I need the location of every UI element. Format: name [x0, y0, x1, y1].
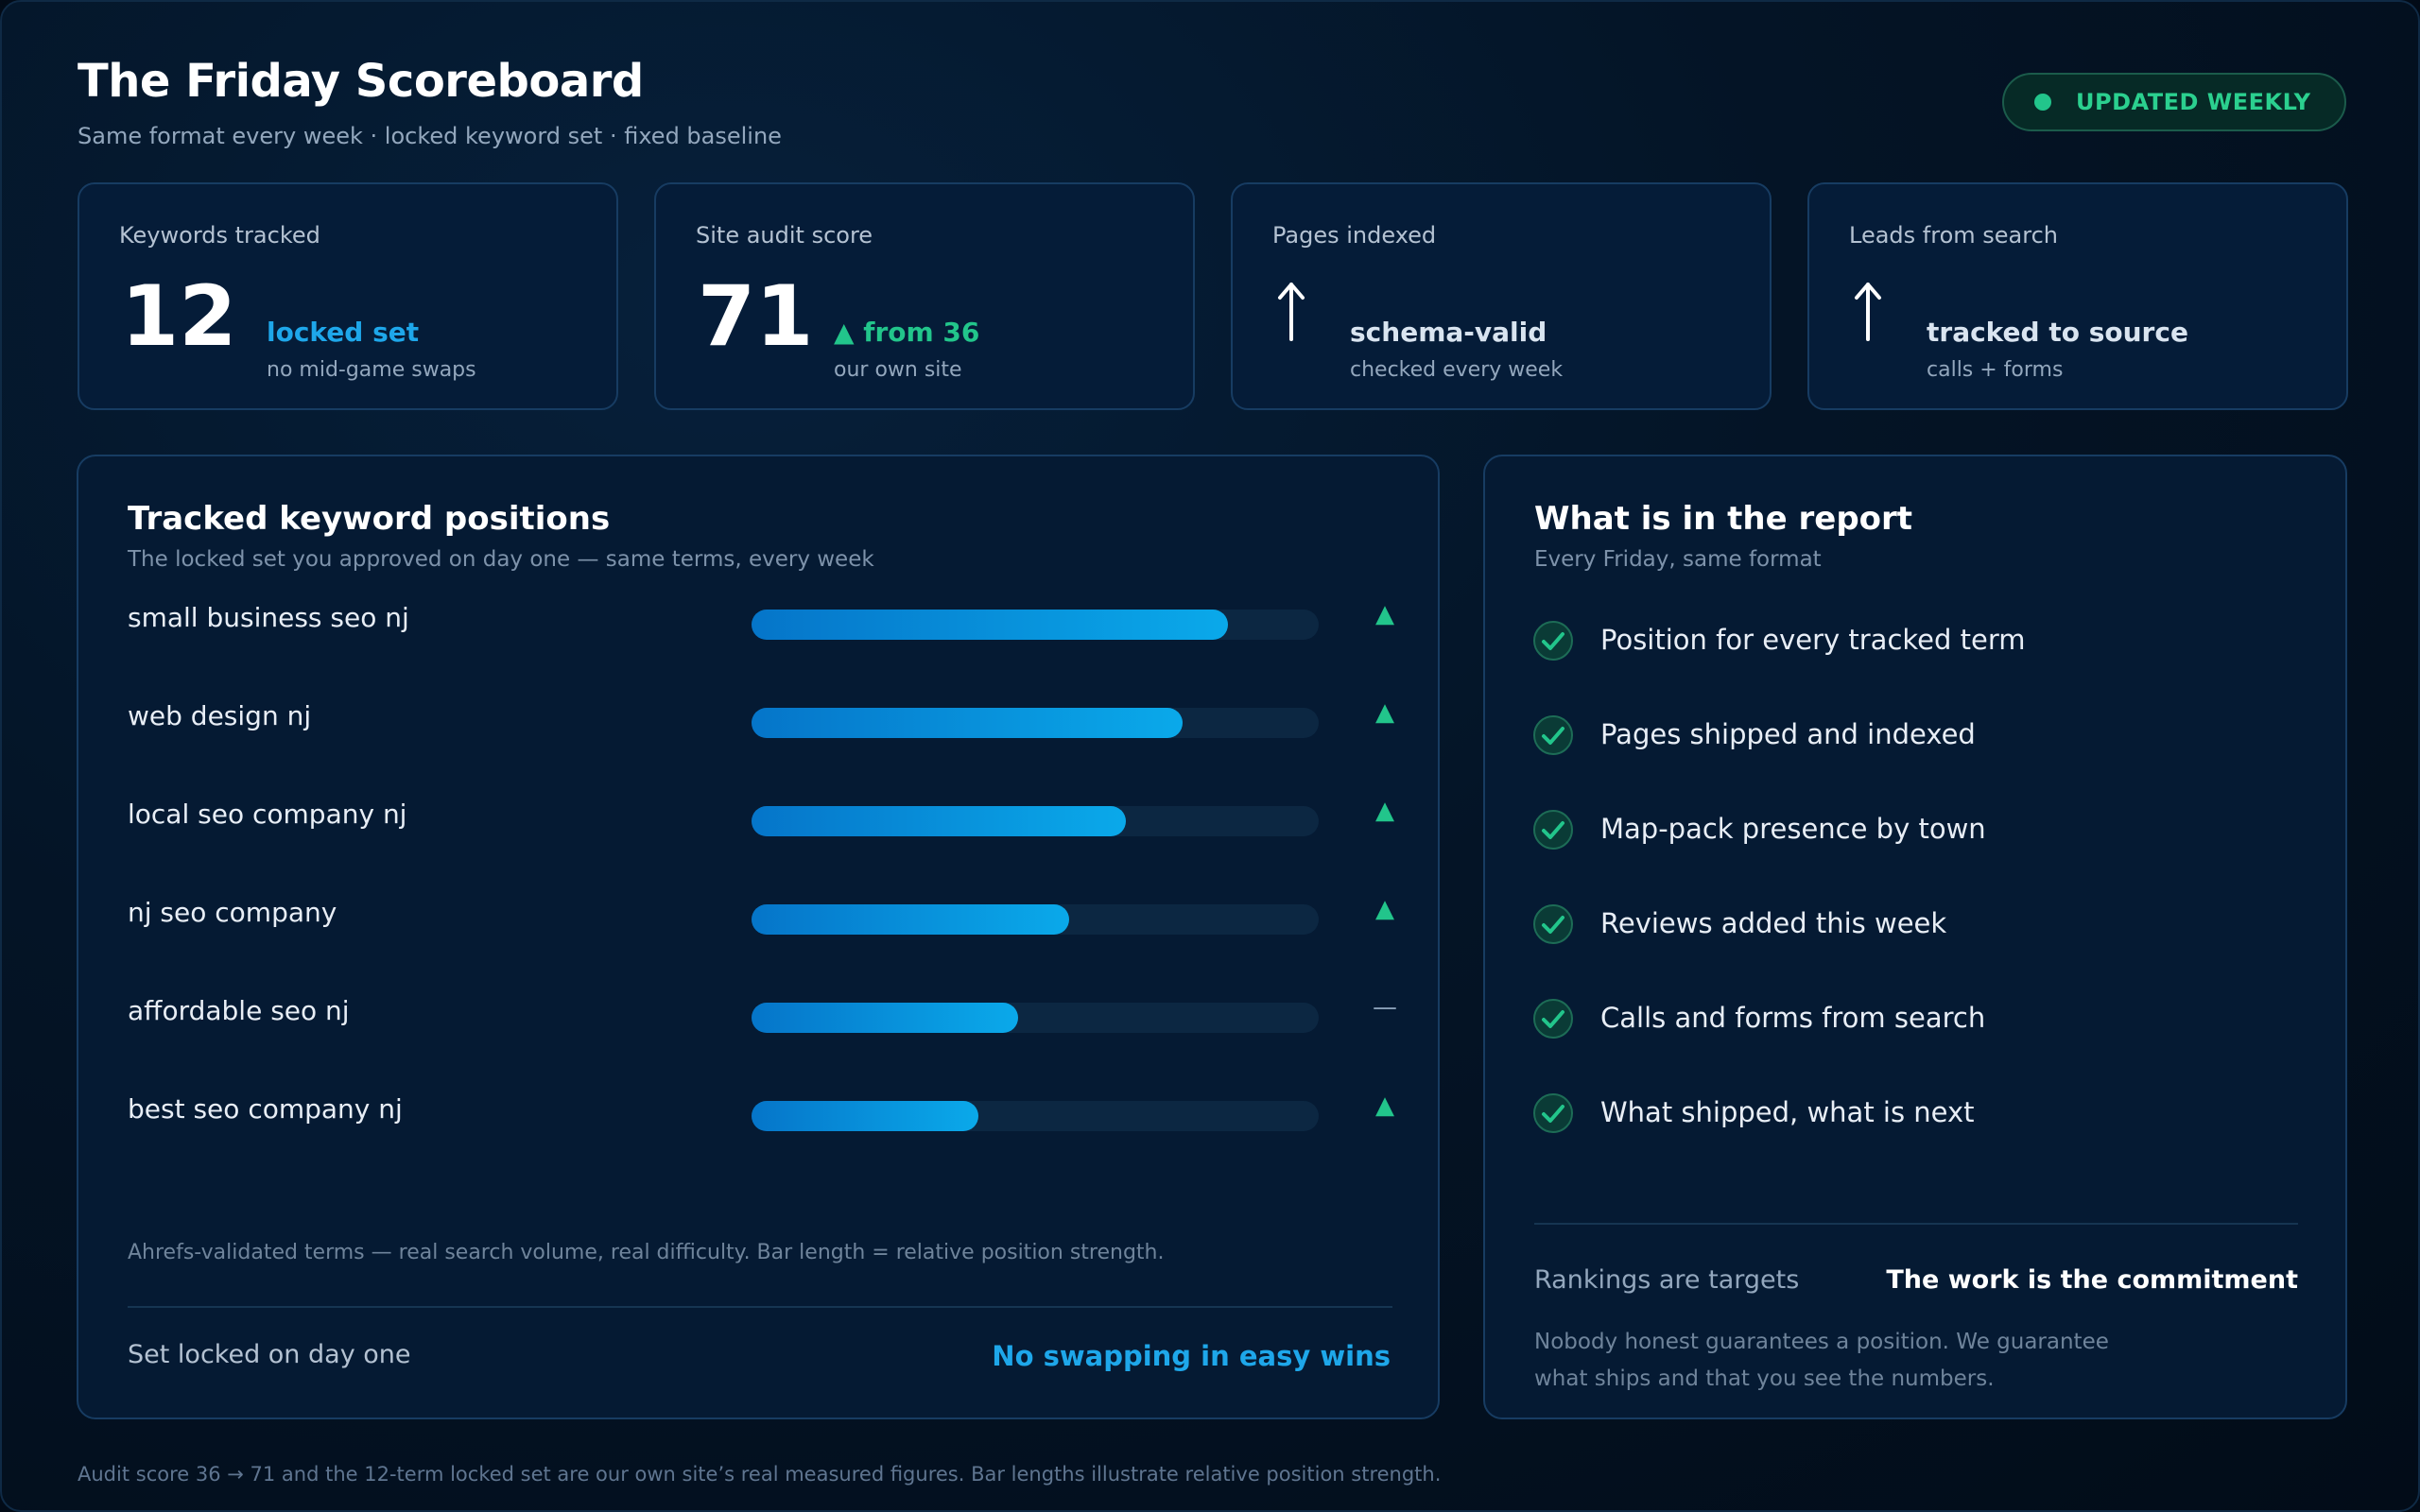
keyword-bar-track: [752, 904, 1319, 935]
keyword-bar-track: [752, 1003, 1319, 1033]
report-item: Position for every tracked term: [1532, 612, 2289, 669]
trend-up-icon: ▲: [1375, 600, 1394, 628]
keyword-row: nj seo company ▲: [128, 885, 1423, 942]
stat-detail: tracked to source: [1927, 317, 2188, 348]
stat-detail: schema-valid: [1350, 317, 1547, 348]
footer-right-text: No swapping in easy wins: [992, 1340, 1391, 1372]
rankings-label: Rankings are targets: [1534, 1265, 1800, 1295]
trend-up-icon: ▲: [1375, 797, 1394, 825]
report-item-label: Position for every tracked term: [1600, 624, 2026, 656]
check-circle-icon: [1533, 621, 1573, 661]
report-item-label: Calls and forms from search: [1600, 1002, 1986, 1034]
keyword-row: web design nj ▲: [128, 689, 1423, 746]
stat-label: Site audit score: [696, 222, 873, 249]
page-subtitle: Same format every week · locked keyword …: [78, 123, 782, 149]
panel-title: Tracked keyword positions: [128, 500, 611, 538]
report-item: What shipped, what is next: [1532, 1085, 2289, 1142]
trend-flat-icon: —: [1373, 993, 1397, 1022]
footer-left-text: Set locked on day one: [128, 1340, 411, 1369]
stat-detail: locked set: [267, 317, 420, 348]
guarantee-note: Nobody honest guarantees a position. We …: [1534, 1330, 2109, 1391]
keyword-bar-fill: [752, 708, 1183, 738]
stat-value: 12: [121, 267, 237, 365]
badge-label: UPDATED WEEKLY: [2076, 89, 2311, 115]
stat-note: no mid-game swaps: [267, 358, 476, 382]
trend-up-icon: ▲: [1375, 895, 1394, 923]
keyword-row: small business seo nj ▲: [128, 591, 1423, 647]
report-item: Reviews added this week: [1532, 896, 2289, 953]
trend-up-icon: ▲: [1375, 1091, 1394, 1120]
report-item: Calls and forms from search: [1532, 990, 2289, 1047]
divider: [1534, 1223, 2298, 1225]
keyword-bar-fill: [752, 904, 1069, 935]
bar-footnote: Ahrefs-validated terms — real search vol…: [128, 1241, 1165, 1264]
keyword-bar-fill: [752, 610, 1228, 640]
stat-value: 71: [698, 267, 814, 365]
keyword-bar-track: [752, 1101, 1319, 1131]
report-contents-panel: What is in the report Every Friday, same…: [1483, 455, 2347, 1419]
keyword-term: best seo company nj: [128, 1093, 403, 1125]
up-arrow-icon: [1855, 283, 1881, 341]
commitment-label: The work is the commitment: [1886, 1265, 2298, 1295]
panel-subtitle: The locked set you approved on day one —…: [128, 547, 874, 572]
keyword-bar-fill: [752, 1003, 1018, 1033]
report-item-label: What shipped, what is next: [1600, 1096, 1975, 1128]
check-circle-icon: [1533, 999, 1573, 1039]
keyword-row: affordable seo nj —: [128, 984, 1423, 1040]
report-item: Pages shipped and indexed: [1532, 707, 2289, 764]
keyword-row: local seo company nj ▲: [128, 787, 1423, 844]
keyword-bar-track: [752, 708, 1319, 738]
report-item: Map-pack presence by town: [1532, 801, 2289, 858]
report-item-label: Pages shipped and indexed: [1600, 718, 1976, 750]
page-title: The Friday Scoreboard: [78, 55, 644, 108]
stat-note: checked every week: [1350, 358, 1564, 382]
stat-label: Keywords tracked: [119, 222, 320, 249]
panel-title: What is in the report: [1534, 500, 1913, 538]
page-disclaimer: Audit score 36 → 71 and the 12-term lock…: [78, 1463, 1442, 1486]
keyword-term: affordable seo nj: [128, 995, 350, 1026]
report-item-label: Reviews added this week: [1600, 907, 1947, 939]
keyword-term: web design nj: [128, 700, 312, 731]
up-arrow-icon: [1278, 283, 1305, 341]
stat-note: our own site: [834, 358, 962, 382]
keyword-bar-fill: [752, 1101, 978, 1131]
stat-card-pages-indexed: Pages indexed schema-valid checked every…: [1231, 182, 1772, 410]
stat-note: calls + forms: [1927, 358, 2064, 382]
keyword-term: nj seo company: [128, 897, 337, 928]
check-circle-icon: [1533, 715, 1573, 755]
check-circle-icon: [1533, 1093, 1573, 1133]
stat-label: Pages indexed: [1272, 222, 1437, 249]
keyword-term: local seo company nj: [128, 799, 407, 830]
stat-card-leads-from-search: Leads from search tracked to source call…: [1807, 182, 2348, 410]
stat-detail: ▲ from 36: [834, 317, 980, 348]
keyword-row: best seo company nj ▲: [128, 1082, 1423, 1139]
keyword-positions-panel: Tracked keyword positions The locked set…: [77, 455, 1440, 1419]
stat-label: Leads from search: [1849, 222, 2058, 249]
keyword-bar-fill: [752, 806, 1126, 836]
keyword-bar-track: [752, 610, 1319, 640]
divider: [128, 1306, 1392, 1308]
report-item-label: Map-pack presence by town: [1600, 813, 1986, 845]
stat-card-keywords-tracked: Keywords tracked 12 locked set no mid-ga…: [78, 182, 618, 410]
check-circle-icon: [1533, 904, 1573, 944]
panel-subtitle: Every Friday, same format: [1534, 547, 1822, 572]
stat-card-site-audit-score: Site audit score 71 ▲ from 36 our own si…: [654, 182, 1195, 410]
trend-up-icon: ▲: [1375, 698, 1394, 727]
check-circle-icon: [1533, 810, 1573, 850]
status-dot-icon: [2034, 94, 2051, 111]
updated-weekly-badge: UPDATED WEEKLY: [2002, 73, 2346, 131]
keyword-bar-track: [752, 806, 1319, 836]
keyword-term: small business seo nj: [128, 602, 409, 633]
